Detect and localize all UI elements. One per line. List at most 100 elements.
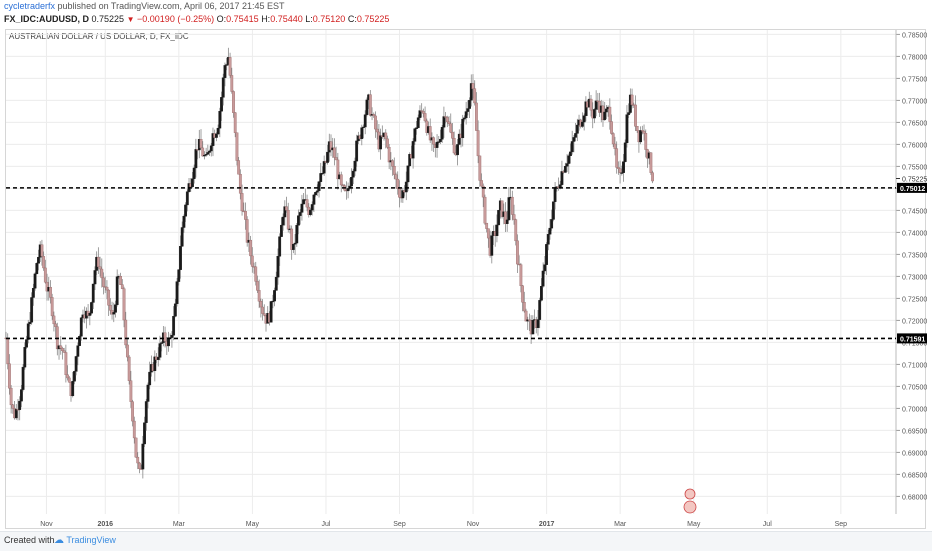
price-chart[interactable]: 0.78500 0.78000 0.77500 0.77000 0.76500 0.760…	[0, 0, 932, 531]
candle	[516, 240, 519, 265]
y-tick-label: 0.72000	[902, 318, 927, 325]
candle	[102, 277, 105, 287]
candle	[605, 108, 608, 113]
candle	[483, 196, 487, 224]
candle	[131, 401, 134, 422]
candle	[45, 281, 49, 292]
y-tick-label: 0.74500	[902, 208, 927, 215]
candle	[505, 219, 509, 224]
y-tick-label: 0.73500	[902, 252, 927, 259]
candle	[363, 114, 367, 128]
candle	[158, 343, 162, 358]
candle	[478, 155, 482, 181]
candle	[276, 256, 280, 278]
candle	[62, 350, 66, 353]
candle	[127, 356, 131, 381]
candle	[177, 269, 181, 282]
down-arrow-icon: ▼	[126, 15, 135, 24]
candle	[175, 281, 179, 305]
published-text: published on TradingView.com, April 06, …	[57, 1, 285, 11]
candle	[30, 297, 34, 323]
symbol-label: FX_IDC:AUDUSD, D	[4, 14, 90, 24]
event-flag-icon[interactable]	[684, 488, 696, 500]
candle	[582, 115, 586, 123]
y-tick-label: 0.68500	[902, 472, 927, 479]
candle	[114, 304, 117, 313]
level-label-box	[897, 333, 927, 344]
y-tick-label: 0.77000	[902, 98, 927, 105]
candle	[386, 138, 389, 148]
candle	[336, 159, 340, 180]
candle	[185, 191, 189, 206]
candle	[398, 188, 401, 198]
candle	[326, 151, 329, 163]
candle	[437, 141, 441, 143]
candle	[216, 127, 220, 135]
candle	[96, 256, 100, 267]
ohlc-line: FX_IDC:AUDUSD, D 0.75225 ▼ −0.00190 (−0.…	[4, 14, 389, 24]
candle	[329, 141, 333, 151]
candle	[522, 301, 526, 312]
y-tick-label: 0.74000	[902, 230, 927, 237]
candle	[163, 332, 167, 342]
candle	[401, 190, 405, 199]
candle	[143, 422, 146, 445]
candle	[245, 219, 249, 243]
candle	[61, 348, 64, 351]
current-price-label: 0.75225	[902, 177, 927, 184]
candle	[594, 100, 598, 110]
candle	[476, 130, 480, 157]
candle	[627, 112, 631, 115]
chart-title: AUSTRALIAN DOLLAR / US DOLLAR, D, FX_IDC	[9, 32, 189, 41]
candle	[574, 133, 578, 138]
candle	[305, 199, 309, 208]
tradingview-brand: TradingView	[66, 535, 116, 545]
candle	[54, 323, 58, 327]
candle	[651, 172, 654, 182]
candle	[208, 150, 211, 153]
candle	[259, 301, 263, 308]
candle	[365, 99, 369, 115]
candle	[623, 142, 627, 162]
candle	[553, 188, 557, 202]
candle	[8, 363, 11, 389]
y-tick-label: 0.75500	[902, 164, 927, 171]
cloud-icon: ☁	[54, 535, 64, 546]
candle	[290, 228, 294, 250]
candle	[608, 106, 612, 122]
y-tick-label: 0.71500	[902, 340, 927, 347]
tradingview-logo[interactable]: ☁ TradingView	[54, 535, 116, 546]
event-flag-icon[interactable]	[683, 500, 697, 514]
y-tick-label: 0.70000	[902, 406, 927, 413]
footer: Created with ☁ TradingView	[0, 531, 932, 551]
candle	[452, 138, 456, 154]
candle	[100, 268, 104, 279]
x-tick-label: Nov	[40, 521, 53, 528]
low-label: L:	[305, 14, 313, 24]
candle	[341, 184, 345, 186]
candle	[23, 347, 27, 368]
candle	[642, 130, 646, 134]
chart-frame[interactable]	[5, 29, 926, 529]
candle	[531, 320, 535, 335]
x-tick-label: Jul	[321, 521, 330, 528]
candle	[439, 139, 442, 142]
candle	[569, 151, 572, 156]
x-tick-label: Mar	[173, 521, 186, 528]
x-tick-label: May	[246, 521, 260, 528]
candle	[346, 188, 350, 192]
candle	[256, 281, 259, 291]
author-link[interactable]: cycletraderfx	[4, 1, 56, 11]
candle	[613, 143, 617, 149]
candle	[406, 165, 410, 183]
high-label: H:	[261, 14, 271, 24]
level-label-box	[897, 182, 927, 193]
candle	[545, 244, 548, 265]
candle	[201, 147, 205, 157]
candle	[420, 110, 424, 112]
created-with-label: Created with	[4, 535, 55, 545]
candle	[52, 315, 56, 325]
candle	[565, 163, 569, 167]
candle	[634, 104, 637, 127]
candle	[278, 236, 282, 257]
